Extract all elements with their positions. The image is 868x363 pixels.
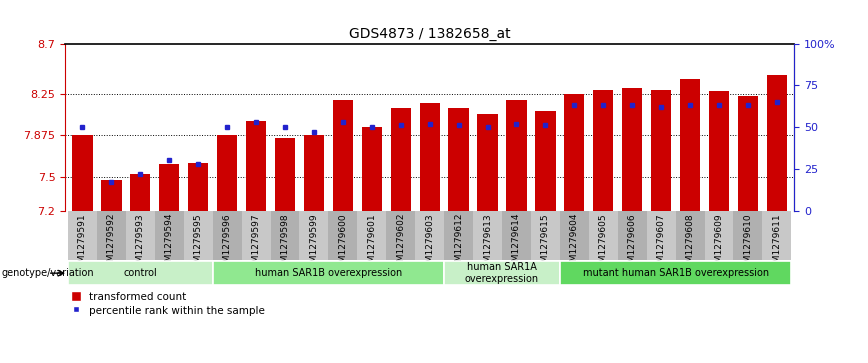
Title: GDS4873 / 1382658_at: GDS4873 / 1382658_at bbox=[349, 27, 510, 41]
Bar bbox=[647, 211, 675, 260]
Bar bbox=[705, 211, 733, 260]
Text: GSM1279607: GSM1279607 bbox=[656, 213, 666, 274]
Text: human SAR1B overexpression: human SAR1B overexpression bbox=[255, 268, 402, 278]
Bar bbox=[675, 211, 705, 260]
Bar bbox=[506, 100, 527, 211]
Text: GSM1279592: GSM1279592 bbox=[107, 213, 116, 273]
Bar bbox=[709, 91, 729, 211]
Bar bbox=[733, 211, 762, 260]
Bar bbox=[159, 164, 180, 211]
Text: GSM1279610: GSM1279610 bbox=[743, 213, 753, 274]
Bar bbox=[155, 211, 184, 260]
Text: GSM1279604: GSM1279604 bbox=[569, 213, 579, 273]
Text: GSM1279603: GSM1279603 bbox=[425, 213, 434, 274]
Bar bbox=[126, 211, 155, 260]
Text: GSM1279611: GSM1279611 bbox=[773, 213, 781, 274]
Bar bbox=[102, 180, 122, 211]
Text: control: control bbox=[123, 268, 157, 278]
Bar bbox=[358, 211, 386, 260]
Text: GSM1279597: GSM1279597 bbox=[252, 213, 260, 274]
Bar bbox=[593, 90, 614, 211]
Bar bbox=[188, 163, 208, 211]
Bar bbox=[419, 103, 440, 211]
Text: GSM1279593: GSM1279593 bbox=[135, 213, 145, 274]
Bar bbox=[68, 261, 213, 285]
Text: genotype/variation: genotype/variation bbox=[2, 268, 95, 278]
Bar bbox=[241, 211, 271, 260]
Bar bbox=[618, 211, 647, 260]
Text: GSM1279599: GSM1279599 bbox=[309, 213, 319, 274]
Bar bbox=[449, 108, 469, 211]
Bar bbox=[391, 108, 411, 211]
Bar bbox=[275, 138, 295, 211]
Bar bbox=[213, 261, 444, 285]
Bar bbox=[217, 135, 237, 211]
Bar bbox=[213, 211, 241, 260]
Bar bbox=[362, 127, 382, 211]
Bar bbox=[589, 211, 618, 260]
Bar bbox=[680, 79, 700, 211]
Text: GSM1279594: GSM1279594 bbox=[165, 213, 174, 273]
Text: GSM1279614: GSM1279614 bbox=[512, 213, 521, 273]
Bar bbox=[444, 261, 560, 285]
Bar bbox=[444, 211, 473, 260]
Bar bbox=[560, 261, 792, 285]
Bar bbox=[184, 211, 213, 260]
Text: GSM1279613: GSM1279613 bbox=[483, 213, 492, 274]
Text: GSM1279602: GSM1279602 bbox=[396, 213, 405, 273]
Bar bbox=[564, 94, 584, 211]
Bar bbox=[304, 135, 324, 211]
Text: GSM1279596: GSM1279596 bbox=[222, 213, 232, 274]
Bar bbox=[97, 211, 126, 260]
Bar bbox=[560, 211, 589, 260]
Bar bbox=[762, 211, 792, 260]
Bar bbox=[502, 211, 531, 260]
Text: GSM1279608: GSM1279608 bbox=[686, 213, 694, 274]
Bar bbox=[766, 75, 787, 211]
Bar bbox=[622, 88, 642, 211]
Text: GSM1279609: GSM1279609 bbox=[714, 213, 724, 274]
Bar bbox=[328, 211, 358, 260]
Bar bbox=[477, 114, 497, 211]
Text: mutant human SAR1B overexpression: mutant human SAR1B overexpression bbox=[582, 268, 769, 278]
Bar bbox=[246, 122, 266, 211]
Bar bbox=[531, 211, 560, 260]
Legend: transformed count, percentile rank within the sample: transformed count, percentile rank withi… bbox=[70, 292, 265, 315]
Bar bbox=[473, 211, 502, 260]
Text: GSM1279600: GSM1279600 bbox=[339, 213, 347, 274]
Text: GSM1279591: GSM1279591 bbox=[78, 213, 87, 274]
Text: GSM1279601: GSM1279601 bbox=[367, 213, 377, 274]
Bar bbox=[415, 211, 444, 260]
Text: GSM1279615: GSM1279615 bbox=[541, 213, 550, 274]
Text: GSM1279605: GSM1279605 bbox=[599, 213, 608, 274]
Bar bbox=[332, 100, 353, 211]
Bar bbox=[72, 135, 93, 211]
Bar bbox=[68, 211, 97, 260]
Bar bbox=[738, 96, 758, 211]
Text: GSM1279598: GSM1279598 bbox=[280, 213, 290, 274]
Bar bbox=[536, 111, 556, 211]
Bar bbox=[386, 211, 415, 260]
Text: GSM1279612: GSM1279612 bbox=[454, 213, 464, 273]
Text: GSM1279606: GSM1279606 bbox=[628, 213, 637, 274]
Text: GSM1279595: GSM1279595 bbox=[194, 213, 203, 274]
Bar bbox=[130, 174, 150, 211]
Bar bbox=[299, 211, 328, 260]
Bar bbox=[651, 90, 671, 211]
Text: human SAR1A
overexpression: human SAR1A overexpression bbox=[465, 262, 539, 284]
Bar bbox=[271, 211, 299, 260]
